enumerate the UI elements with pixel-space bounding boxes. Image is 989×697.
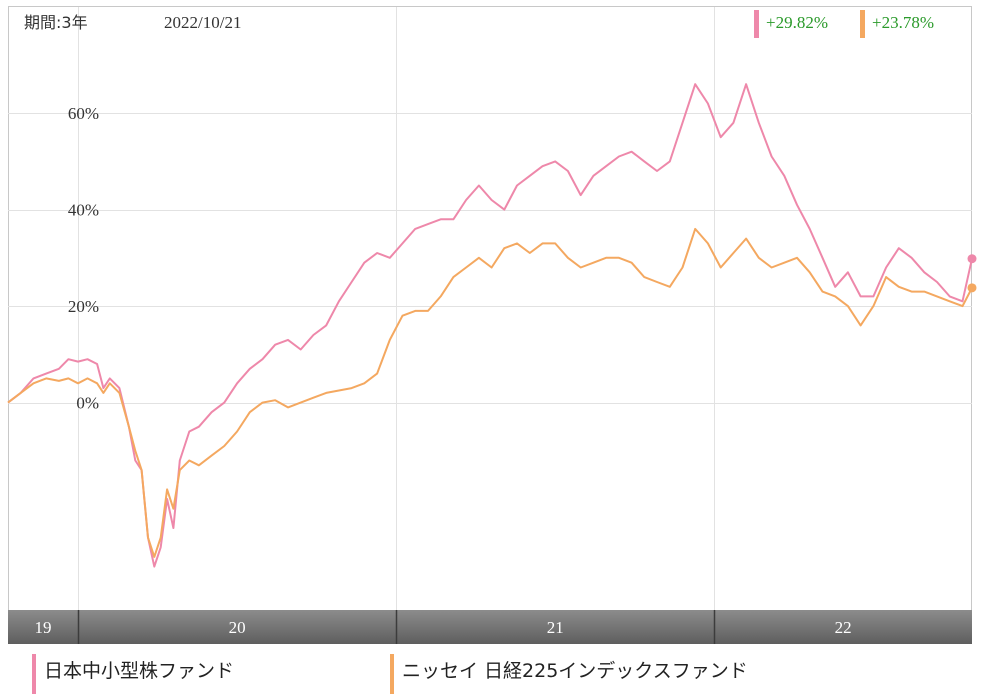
series-end-point-2 [967, 283, 977, 293]
y-tick-label: 0% [76, 394, 99, 413]
year-label: 21 [547, 618, 564, 637]
legend-2-color-bar [390, 654, 394, 694]
year-label: 20 [229, 618, 246, 637]
return-1-color-bar [754, 10, 759, 38]
return-1-value: +29.82% [766, 13, 828, 32]
legend-2-label: ニッセイ 日経225インデックスファンド [402, 660, 748, 682]
series-end-point-1 [967, 254, 977, 264]
return-2-color-bar [860, 10, 865, 38]
date-label: 2022/10/21 [164, 13, 241, 32]
y-tick-label: 40% [68, 201, 99, 220]
y-axis-ticks: 0% 20% 40% 60% [68, 104, 99, 412]
year-label: 19 [34, 618, 51, 637]
year-label: 22 [835, 618, 852, 637]
y-tick-label: 60% [68, 104, 99, 123]
performance-chart: 0% 20% 40% 60% 19 20 21 22 期間:3年 2022/10/21 +2… [7, 6, 977, 644]
grid-lines [8, 7, 972, 610]
year-band-background [8, 610, 972, 644]
plot-border [8, 6, 972, 611]
period-label: 期間:3年 [24, 13, 88, 32]
legend-1-label: 日本中小型株ファンド [44, 660, 235, 682]
series-line-2 [7, 227, 973, 558]
series-layer [7, 83, 977, 568]
legend-1-color-bar [32, 654, 36, 694]
return-2-value: +23.78% [872, 13, 934, 32]
year-axis-band: 19 20 21 22 [8, 610, 972, 644]
y-tick-label: 20% [68, 297, 99, 316]
